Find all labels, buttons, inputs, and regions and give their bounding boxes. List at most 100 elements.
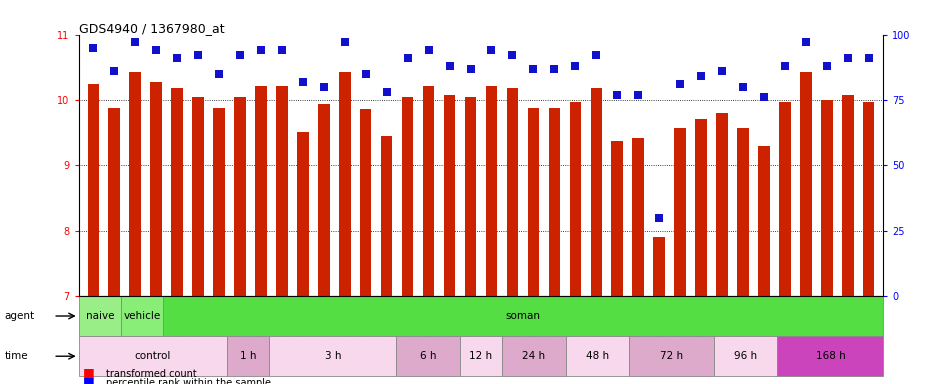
Bar xyxy=(527,108,539,296)
Bar xyxy=(318,104,329,296)
Point xyxy=(589,52,604,58)
Text: 12 h: 12 h xyxy=(469,351,492,361)
Point xyxy=(861,55,876,61)
Text: control: control xyxy=(134,351,171,361)
Point xyxy=(484,47,499,53)
Point xyxy=(86,45,101,51)
Point xyxy=(253,47,268,53)
Point xyxy=(672,81,687,87)
Point xyxy=(631,92,646,98)
Bar xyxy=(88,84,99,296)
Bar xyxy=(800,73,811,296)
Text: 72 h: 72 h xyxy=(660,351,684,361)
Text: soman: soman xyxy=(506,311,541,321)
Bar xyxy=(696,119,707,296)
Point xyxy=(610,92,624,98)
Bar xyxy=(164,296,883,336)
Point xyxy=(463,65,478,71)
Bar xyxy=(444,95,455,296)
Bar xyxy=(234,97,246,296)
Text: 1 h: 1 h xyxy=(240,351,256,361)
Point xyxy=(275,47,290,53)
Point xyxy=(526,65,541,71)
Point xyxy=(169,55,184,61)
Text: 168 h: 168 h xyxy=(816,351,845,361)
Point xyxy=(212,71,227,77)
Point xyxy=(107,68,122,74)
Bar xyxy=(423,86,435,296)
Point xyxy=(778,63,793,69)
Bar xyxy=(779,102,791,296)
Bar xyxy=(130,72,141,296)
Text: agent: agent xyxy=(5,311,34,321)
Bar xyxy=(502,336,566,376)
Point xyxy=(820,63,834,69)
Bar xyxy=(633,138,644,296)
Point xyxy=(442,63,457,69)
Bar xyxy=(549,108,561,296)
Bar xyxy=(360,109,372,296)
Bar xyxy=(227,336,269,376)
Point xyxy=(358,71,373,77)
Text: 96 h: 96 h xyxy=(734,351,758,361)
Bar xyxy=(778,336,883,376)
Text: vehicle: vehicle xyxy=(124,311,161,321)
Point xyxy=(652,214,667,220)
Point xyxy=(191,52,205,58)
Point xyxy=(295,79,310,85)
Point xyxy=(757,94,771,100)
Bar xyxy=(277,86,288,296)
Text: percentile rank within the sample: percentile rank within the sample xyxy=(106,378,271,384)
Point xyxy=(128,39,142,45)
Text: 24 h: 24 h xyxy=(523,351,546,361)
Bar xyxy=(79,336,227,376)
Text: GDS4940 / 1367980_at: GDS4940 / 1367980_at xyxy=(79,22,224,35)
Point xyxy=(694,73,709,79)
Bar xyxy=(255,86,266,296)
Bar xyxy=(507,88,518,296)
Bar xyxy=(758,146,770,296)
Point xyxy=(840,55,855,61)
Point xyxy=(798,39,813,45)
Point xyxy=(232,52,247,58)
Bar xyxy=(674,128,685,296)
Bar xyxy=(214,108,225,296)
Bar xyxy=(79,296,121,336)
Point xyxy=(338,39,352,45)
Bar xyxy=(653,237,665,296)
Bar xyxy=(121,296,164,336)
Text: 6 h: 6 h xyxy=(420,351,437,361)
Bar xyxy=(171,88,183,296)
Bar xyxy=(108,108,120,296)
Bar xyxy=(611,141,623,296)
Bar xyxy=(486,86,498,296)
Bar xyxy=(381,136,392,296)
Point xyxy=(735,84,750,90)
Point xyxy=(379,89,394,95)
Point xyxy=(547,65,561,71)
Point xyxy=(505,52,520,58)
Bar xyxy=(737,128,748,296)
Point xyxy=(316,84,331,90)
Bar xyxy=(714,336,778,376)
Text: ■: ■ xyxy=(83,366,95,379)
Bar xyxy=(401,97,413,296)
Text: 48 h: 48 h xyxy=(586,351,609,361)
Text: transformed count: transformed count xyxy=(106,369,197,379)
Point xyxy=(149,47,164,53)
Bar xyxy=(464,97,476,296)
Point xyxy=(421,47,436,53)
Bar xyxy=(821,100,832,296)
Text: time: time xyxy=(5,351,28,361)
Text: naive: naive xyxy=(85,311,114,321)
Bar xyxy=(570,102,581,296)
Bar xyxy=(151,82,162,296)
Bar xyxy=(269,336,396,376)
Point xyxy=(401,55,415,61)
Bar xyxy=(590,88,602,296)
Text: 3 h: 3 h xyxy=(325,351,341,361)
Text: ■: ■ xyxy=(83,375,95,384)
Point xyxy=(715,68,730,74)
Bar xyxy=(716,113,728,296)
Bar xyxy=(460,336,502,376)
